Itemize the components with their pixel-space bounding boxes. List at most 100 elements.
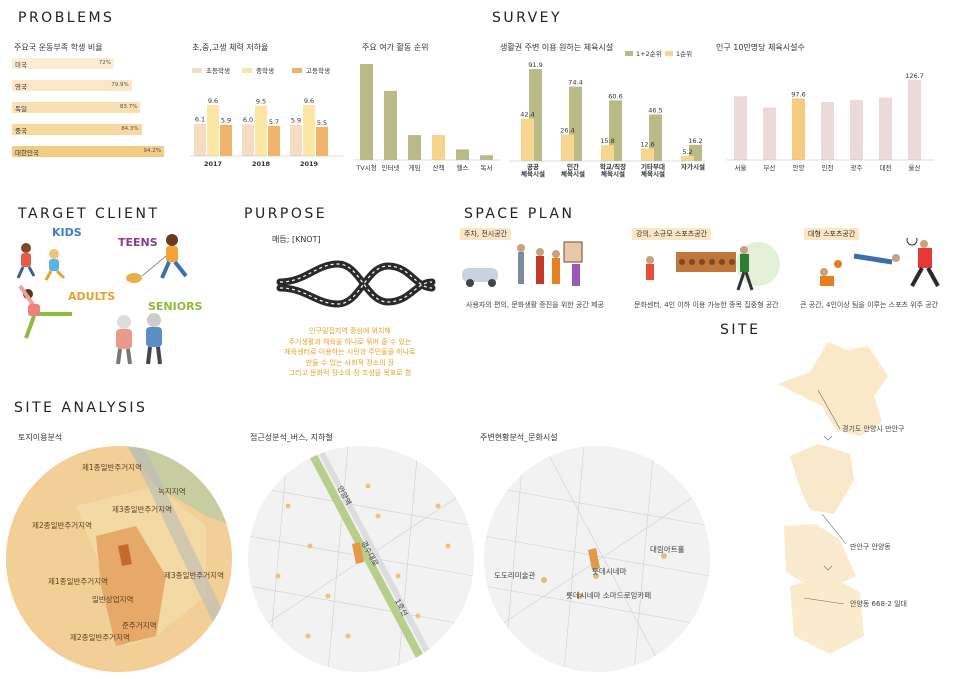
category-label: 게임 [409, 163, 421, 172]
bar-value: 26.4 [560, 127, 574, 135]
space-tag-exhibition: 주차, 전시공간 [460, 228, 512, 240]
category-label: 헬스 [457, 163, 469, 172]
bar-2: 독일 83.7% [12, 102, 141, 113]
space-desc-large-sports: 큰 공간, 4인이상 팀을 이루는 스포츠 위주 공간 [800, 301, 939, 309]
bar-value: 72% [98, 60, 111, 66]
chevron-down-icon [823, 435, 833, 441]
category-label: 산책 [433, 163, 445, 172]
bar [432, 135, 445, 160]
legend-label: 초등학생 [206, 66, 230, 75]
bar-label: 대한민국 [15, 149, 39, 157]
bar [908, 80, 921, 160]
bar-value: 79.9% [111, 82, 129, 88]
adults-figure [18, 284, 72, 339]
chart-leisure: TV시청 인터넷 게임 산책 헬스 독서 [354, 64, 500, 172]
category-label: 민간 [567, 162, 579, 171]
bar [601, 145, 614, 161]
category-label: 체육시설 [601, 169, 625, 178]
category-label: 서울 [735, 163, 747, 172]
landuse-map: 제1종일반주거지역 녹지지역 제3종일반주거지역 제2종일반주거지역 제1종일반… [6, 446, 232, 672]
category-label: 2018 [252, 160, 271, 168]
bar-value: 94.2% [143, 148, 161, 154]
category-label: 공공 [527, 163, 539, 171]
bar-value: 46.5 [648, 107, 662, 115]
category-label: 부산 [764, 163, 776, 172]
bar [681, 155, 694, 161]
knot-icon [276, 260, 436, 308]
category-label: 2017 [204, 160, 222, 168]
category-label: TV시청 [355, 164, 376, 172]
space-desc-small-sports: 문화센터, 4인 이하 이용 가능한 종목 집중형 공간 [634, 301, 779, 309]
kids-figure [16, 243, 66, 281]
legend-swatch [192, 68, 202, 73]
space-desc-exhibition: 사용자의 편의, 문화생활 증진을 위한 공간 제공 [466, 301, 604, 309]
bar [255, 105, 267, 156]
zone-label: 제1종일반주거지역 [82, 463, 142, 472]
bar-4: 대한민국 94.2% [12, 146, 164, 157]
poi-label: 도도리미술관 [494, 571, 536, 580]
bar-value: 6.0 [243, 116, 253, 124]
space-tag-large-sports: 대형 스포츠공간 [804, 228, 860, 240]
bar-value: 83.7% [119, 104, 138, 110]
bar-value: 42.4 [520, 111, 534, 119]
bar-value: 74.4 [568, 79, 582, 87]
adults-label: ADULTS [68, 290, 116, 303]
space-illustration-large-sports [820, 238, 940, 287]
seniors-figure [116, 313, 162, 365]
category-label: 울산 [909, 163, 921, 172]
landuse-map-title: 토지이용분석 [18, 433, 63, 442]
bar-value: 97.6 [791, 90, 805, 98]
site-label-district: 경기도 안양시 만안구 [842, 425, 905, 433]
bar [220, 124, 232, 156]
legend-swatch [242, 68, 252, 73]
bar-value: 5.9 [221, 117, 231, 125]
bar-value: 6.1 [195, 116, 205, 124]
chart-fitness-decline-title: 초,중,고생 체력 저하율 [192, 43, 269, 52]
zone-label: 제2종일반주거지역 [70, 633, 130, 642]
space-tag-small-sports: 강의, 소규모 스포츠공간 [632, 228, 712, 240]
bar [792, 98, 805, 160]
bar-value: 60.6 [608, 92, 622, 100]
bar-value: 16.2 [688, 137, 702, 145]
legend-label: 1+2순위 [636, 50, 662, 58]
poi-label: 대림아트홀 [650, 545, 685, 554]
zone-label: 제2종일반주거지역 [32, 521, 92, 530]
knot-caption: 매듭; [KNOT] [272, 235, 321, 244]
space-plan-heading: SPACE PLAN [464, 206, 575, 222]
chart-student-inactivity: 미국 72% 영국 79.9% 독일 83.7% 중국 84.3% 대한민국 94.2% [12, 58, 182, 168]
category-label: 자가시설 [681, 162, 705, 171]
bar [734, 96, 747, 160]
target-client-illustration [16, 234, 188, 365]
poi-label: 롯데시네마 소마드로잉카페 [566, 591, 652, 600]
zone-label: 녹지지역 [158, 487, 186, 496]
category-label: 독서 [481, 163, 493, 172]
bar [360, 64, 373, 160]
legend-label: 중학생 [256, 66, 274, 75]
zone-label: 제3종일반주거지역 [112, 505, 172, 514]
district-map [778, 342, 888, 436]
bar [268, 125, 280, 156]
bar-value: 84.3% [121, 126, 139, 132]
site-label-dong: 만안구 안양동 [850, 543, 891, 551]
site-analysis-heading: SITE ANALYSIS [14, 400, 148, 416]
bar [850, 100, 863, 160]
site-label-parcel: 안양동 668-2 일대 [850, 600, 907, 608]
bar [384, 90, 397, 160]
bar-value: 5.9 [291, 117, 301, 125]
purpose-line: 만들 수 있는 사회적 장소의 장 [305, 358, 395, 367]
bar-value: 9.6 [208, 97, 218, 105]
bar-value: 12.6 [640, 140, 654, 148]
bar-value: 5.7 [269, 118, 279, 126]
legend-label: 고등학생 [306, 66, 330, 75]
teens-figure [126, 234, 188, 283]
culture-map-title: 주변현황분석_문화시설 [480, 433, 558, 442]
parcel-map [790, 576, 864, 654]
chart-desired-facility-title: 생활권 주변 이용 원하는 체육시설 [500, 43, 614, 52]
bar [561, 134, 574, 161]
bar [456, 149, 469, 160]
legend-swatch [292, 68, 302, 73]
bar [290, 124, 302, 156]
category-label: 학교/직장 [600, 162, 626, 171]
site-heading: SITE [720, 322, 761, 338]
seniors-label: SENIORS [148, 300, 203, 313]
